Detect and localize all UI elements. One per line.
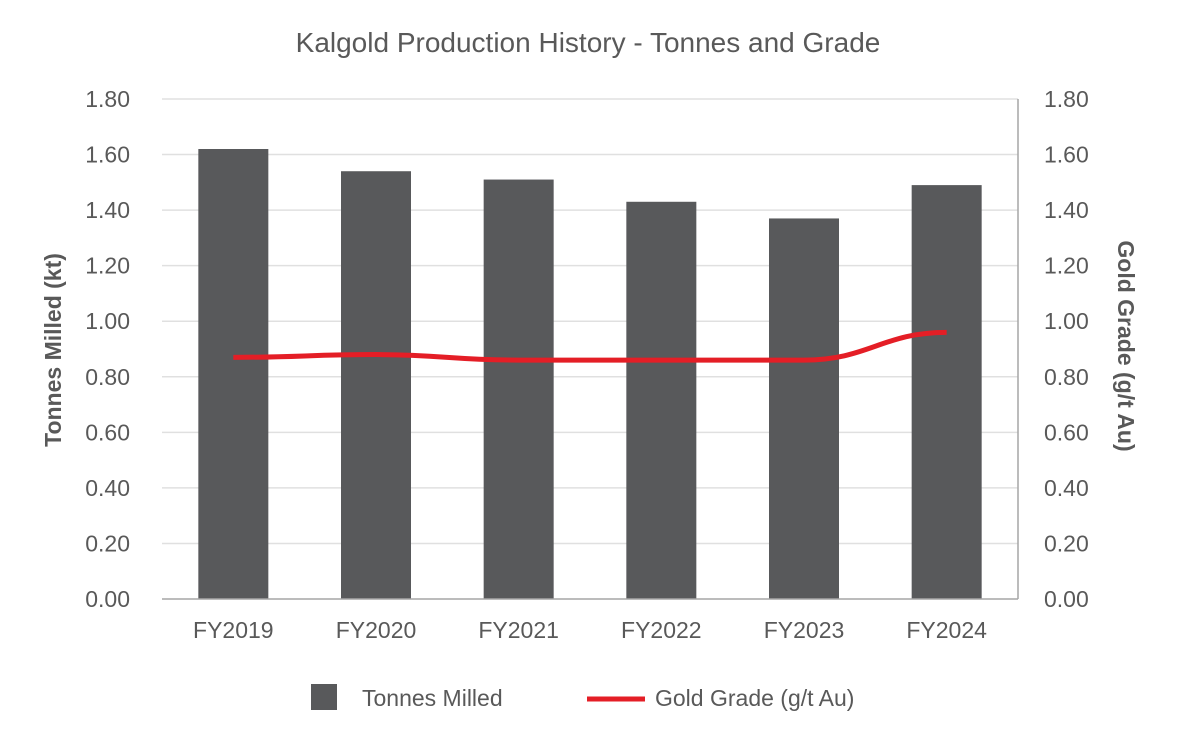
gridlines [162, 98, 1018, 545]
bar-fy2020 [341, 171, 411, 599]
left-tick-label: 0.00 [85, 586, 130, 612]
right-tick-label: 1.60 [1044, 142, 1089, 168]
left-tick-label: 1.00 [85, 308, 130, 334]
left-tick-label: 1.60 [85, 142, 130, 168]
category-axis-labels: FY2019 FY2020 FY2021 FY2022 FY2023 FY2024 [193, 617, 987, 643]
left-tick-label: 0.60 [85, 419, 130, 445]
right-axis-tick-labels: 0.00 0.20 0.40 0.60 0.80 1.00 1.20 1.40 1.60 1.80 [1044, 86, 1089, 612]
gold-grade-line [233, 329, 947, 363]
legend: Tonnes Milled Gold Grade (g/t Au) [311, 684, 854, 711]
bar-fy2024 [911, 185, 982, 599]
bar-fy2021 [483, 179, 554, 600]
category-label: FY2022 [621, 617, 702, 643]
left-tick-label: 1.40 [85, 197, 130, 223]
right-tick-label: 0.00 [1044, 586, 1089, 612]
category-label: FY2024 [906, 617, 987, 643]
bar-series-tonnes-milled [198, 149, 982, 600]
axes [162, 99, 1019, 600]
left-tick-label: 0.20 [85, 530, 130, 556]
left-tick-label: 1.20 [85, 253, 130, 279]
category-label: FY2019 [193, 617, 274, 643]
chart-title: Kalgold Production History - Tonnes and … [296, 27, 881, 58]
category-label: FY2020 [336, 617, 417, 643]
bar-fy2022 [626, 201, 697, 599]
right-tick-label: 1.40 [1044, 197, 1089, 223]
legend-label-tonnes-milled: Tonnes Milled [362, 685, 503, 711]
bar-fy2019 [198, 149, 269, 599]
left-tick-label: 0.40 [85, 475, 130, 501]
right-tick-label: 1.20 [1044, 253, 1089, 279]
right-axis-title: Gold Grade (g/t Au) [1113, 240, 1139, 451]
right-tick-label: 0.40 [1044, 475, 1089, 501]
left-tick-label: 0.80 [85, 364, 130, 390]
right-tick-label: 1.00 [1044, 308, 1089, 334]
left-axis-title: Tonnes Milled (kt) [40, 253, 66, 447]
line-series-gold-grade [233, 329, 947, 363]
right-tick-label: 1.80 [1044, 86, 1089, 112]
category-label: FY2021 [478, 617, 559, 643]
category-label: FY2023 [764, 617, 845, 643]
legend-label-gold-grade: Gold Grade (g/t Au) [655, 685, 854, 711]
right-tick-label: 0.20 [1044, 530, 1089, 556]
left-axis-tick-labels: 0.00 0.20 0.40 0.60 0.80 1.00 1.20 1.40 1.60 1.80 [85, 86, 130, 612]
right-tick-label: 0.60 [1044, 419, 1089, 445]
right-tick-label: 0.80 [1044, 364, 1089, 390]
bar-fy2023 [769, 218, 839, 599]
legend-swatch-tonnes-milled [311, 684, 337, 710]
left-tick-label: 1.80 [85, 86, 130, 112]
